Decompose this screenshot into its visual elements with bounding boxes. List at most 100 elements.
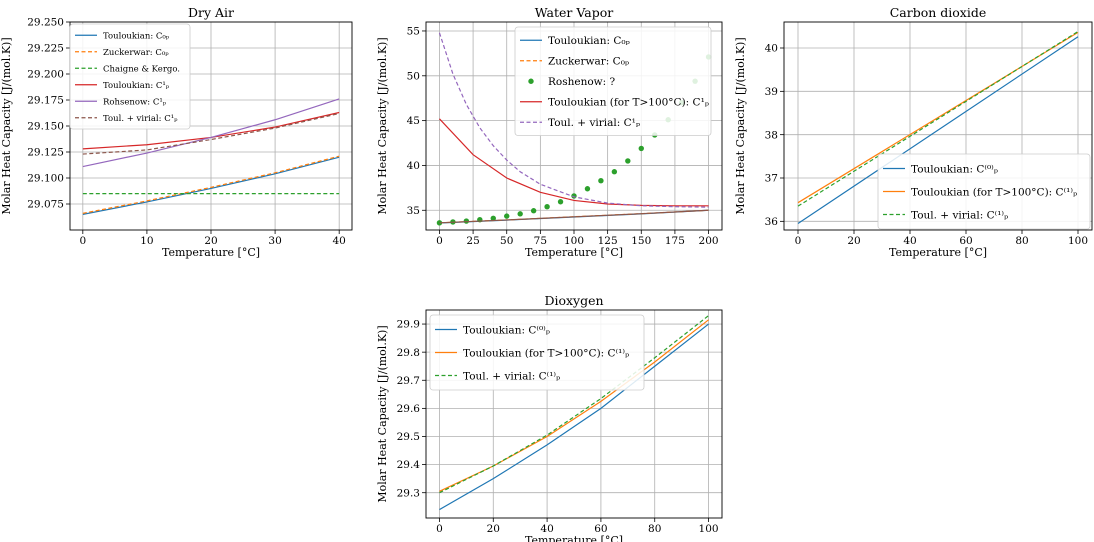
series-line-unnamed bbox=[439, 209, 709, 224]
legend-item: Rohsenow: C¹ₚ bbox=[75, 97, 167, 107]
legend-item: Touloukian: C₀ₚ bbox=[75, 31, 170, 41]
legend-item: Chaigne & Kergo. bbox=[75, 64, 180, 74]
x-axis-label: Temperature [°C] bbox=[525, 246, 623, 259]
y-tick-label: 29.8 bbox=[397, 347, 420, 359]
chart-title: Dioxygen bbox=[544, 293, 603, 308]
data-point bbox=[517, 211, 523, 217]
x-tick-label: 50 bbox=[500, 235, 513, 247]
x-tick-label: 175 bbox=[665, 235, 685, 247]
axes-frame bbox=[783, 21, 1093, 231]
data-point bbox=[625, 158, 631, 164]
y-tick-label: 29.200 bbox=[27, 69, 64, 81]
legend-item: Touloukian (for T>100°C): C¹ₚ bbox=[520, 97, 709, 109]
legend-label: Touloukian: C⁽⁰⁾ₚ bbox=[463, 324, 550, 336]
legend-box bbox=[877, 153, 1091, 230]
legend: Touloukian: C⁽⁰⁾ₚ Touloukian (for T>100°C… bbox=[429, 314, 645, 391]
y-tick-label: 29.4 bbox=[397, 459, 421, 471]
chart-title: Dry Air bbox=[188, 5, 234, 20]
y-tick-label: 45 bbox=[407, 115, 420, 127]
y-tick-label: 39 bbox=[765, 86, 778, 98]
series-group bbox=[797, 31, 1079, 224]
y-tick-label: 29.7 bbox=[397, 375, 420, 387]
y-tick-label: 38 bbox=[765, 129, 778, 141]
legend-label: Touloukian (for T>100°C): C⁽¹⁾ₚ bbox=[463, 347, 629, 359]
data-point bbox=[490, 215, 496, 222]
x-tick-label: 125 bbox=[598, 235, 618, 247]
x-tick-label: 0 bbox=[436, 235, 443, 247]
x-axis-label: Temperature [°C] bbox=[889, 246, 987, 259]
chart-water-vapor: 0 25 50 75 100 125 150 175 200 35 40 45 50 55 Water Va… bbox=[376, 5, 723, 259]
x-tick-label: 40 bbox=[903, 235, 916, 247]
series-line-zuckerwar-c bbox=[82, 155, 340, 214]
series-line-touloukian-for-t-100-c-c bbox=[439, 319, 709, 492]
x-tick-label: 0 bbox=[436, 523, 443, 535]
x-tick-label: 20 bbox=[847, 235, 860, 247]
x-tick-label: 200 bbox=[699, 235, 719, 247]
legend: Touloukian: C⁽⁰⁾ₚ Touloukian (for T>100°C… bbox=[877, 153, 1091, 230]
x-tick-label: 100 bbox=[564, 235, 584, 247]
legend-label: Touloukian (for T>100°C): C⁽¹⁾ₚ bbox=[911, 186, 1077, 198]
legend-item: Toul. + virial: C¹ₚ bbox=[520, 117, 640, 129]
x-tick-label: 60 bbox=[594, 523, 607, 535]
legend-box bbox=[514, 26, 712, 136]
legend-item: Roshenow: ? bbox=[528, 76, 616, 88]
y-tick-label: 29.100 bbox=[27, 173, 64, 185]
legend-item: Zuckerwar: C₀ₚ bbox=[75, 48, 169, 58]
legend-label: Toul. + virial: C¹ₚ bbox=[548, 117, 640, 129]
series-line-touloukian-c bbox=[439, 323, 709, 511]
x-tick-label: 10 bbox=[140, 235, 153, 247]
y-tick-label: 40 bbox=[765, 43, 778, 55]
x-axis-label: Temperature [°C] bbox=[525, 534, 623, 542]
data-point bbox=[557, 199, 564, 205]
y-axis-label: Molar Heat Capacity [J/(mol.K)] bbox=[0, 37, 13, 214]
legend-item: Toul. + virial: C⁽¹⁾ₚ bbox=[435, 370, 560, 382]
legend-marker bbox=[528, 78, 534, 84]
legend-item: Zuckerwar: C₀ₚ bbox=[520, 56, 629, 68]
y-tick-label: 29.9 bbox=[397, 319, 420, 331]
y-tick-label: 29.6 bbox=[397, 403, 421, 415]
legend: Touloukian: C₀ₚ Zuckerwar: C₀ₚ Roshenow: ?… bbox=[514, 26, 712, 136]
data-point bbox=[638, 145, 644, 152]
series-line-touloukian-for-t-100-c-c bbox=[439, 118, 709, 207]
x-tick-label: 25 bbox=[466, 235, 479, 247]
x-tick-label: 75 bbox=[534, 235, 547, 247]
chart-title: Carbon dioxide bbox=[890, 5, 987, 20]
data-point bbox=[584, 186, 591, 192]
series-line-toul-virial-c bbox=[82, 112, 340, 155]
legend-label: Zuckerwar: C₀ₚ bbox=[103, 48, 169, 58]
y-tick-label: 37 bbox=[765, 173, 778, 185]
legend-label: Touloukian: C¹ₚ bbox=[103, 81, 170, 91]
x-axis-label: Temperature [°C] bbox=[162, 246, 260, 259]
chart-dioxygen: 0 20 40 60 80 100 29.3 29.4 29.5 29.6 29.7 29.8 29.9… bbox=[376, 293, 723, 542]
legend-item: Touloukian (for T>100°C): C⁽¹⁾ₚ bbox=[435, 347, 629, 359]
x-tick-label: 0 bbox=[795, 235, 802, 247]
legend-label: Toul. + virial: C⁽¹⁾ₚ bbox=[911, 209, 1008, 221]
chart-title: Water Vapor bbox=[535, 5, 613, 20]
y-tick-label: 55 bbox=[407, 26, 420, 38]
data-point bbox=[544, 203, 550, 210]
x-tick-label: 40 bbox=[540, 523, 553, 535]
y-tick-label: 29.3 bbox=[397, 487, 420, 499]
x-tick-label: 0 bbox=[79, 235, 86, 247]
series-line-rohsenow-c bbox=[82, 98, 340, 168]
y-axis-label: Molar Heat Capacity [J/(mol.K)] bbox=[376, 325, 389, 502]
x-tick-label: 80 bbox=[648, 523, 661, 535]
data-point bbox=[530, 208, 537, 214]
y-tick-label: 50 bbox=[407, 70, 420, 82]
series-line-touloukian-c bbox=[82, 156, 340, 215]
legend-item: Touloukian: C₀ₚ bbox=[520, 35, 630, 47]
data-point bbox=[598, 177, 604, 184]
y-tick-label: 40 bbox=[407, 160, 420, 172]
x-tick-label: 100 bbox=[1068, 235, 1088, 247]
legend-label: Chaigne & Kergo. bbox=[103, 64, 180, 74]
data-point bbox=[611, 169, 618, 175]
y-axis-label: Molar Heat Capacity [J/(mol.K)] bbox=[734, 37, 747, 214]
y-axis-label: Molar Heat Capacity [J/(mol.K)] bbox=[376, 37, 389, 214]
x-tick-label: 20 bbox=[487, 523, 500, 535]
series-line-toul-virial-c bbox=[438, 32, 709, 208]
x-tick-label: 20 bbox=[204, 235, 217, 247]
legend-box bbox=[69, 23, 191, 130]
series-group bbox=[82, 98, 340, 215]
legend-label: Toul. + virial: C¹ₚ bbox=[103, 114, 178, 124]
